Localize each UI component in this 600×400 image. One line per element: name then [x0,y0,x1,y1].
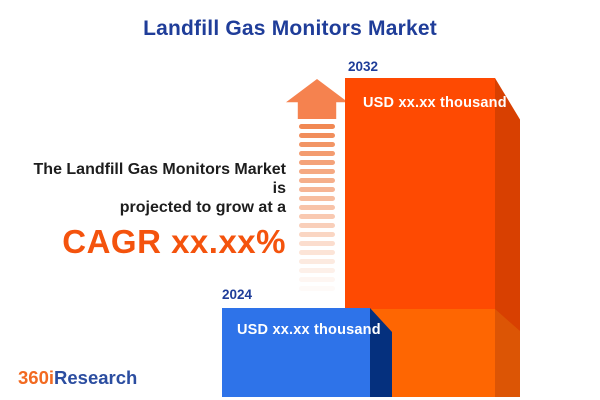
logo-part-360i: 360i [18,367,55,388]
tagline-line-1: The Landfill Gas Monitors Market is [33,161,286,197]
arrow-stripe [299,133,335,138]
arrow-stripe [299,277,335,282]
arrow-stripe [299,223,335,228]
arrow-stripe [299,205,335,210]
page-title: Landfill Gas Monitors Market [143,17,437,40]
tagline-block: The Landfill Gas Monitors Market is proj… [20,160,286,261]
arrow-stripe [299,286,335,291]
arrow-stripe [299,151,335,156]
arrow-stripe [299,142,335,147]
bar-2032-front-top [345,78,495,309]
arrow-stripe [299,268,335,273]
tagline-line-2: projected to grow at a [119,199,286,216]
logo-part-research: Research [54,367,138,388]
arrow-stripe [299,160,335,165]
arrow-stripe [299,241,335,246]
arrow-stripe [299,196,335,201]
arrow-stripe [299,250,335,255]
bar-2032-value-label: USD xx.xx thousand [363,95,507,111]
bar-2024-year-label: 2024 [222,287,253,302]
bar-2024-side [370,308,392,397]
arrow-stripes [299,124,335,295]
arrow-stripe [299,187,335,192]
arrow-stripe [299,169,335,174]
arrow-stripe [299,214,335,219]
arrow-stripe [299,178,335,183]
arrow-head-icon [286,79,348,119]
bar-2024-value-label: USD xx.xx thousand [237,322,381,338]
bar-2024-front [222,308,370,397]
growth-arrow-icon [286,79,348,291]
cagr-value: CAGR xx.xx% [62,223,286,260]
arrow-stripe [299,124,335,129]
logo: 360iResearch [18,367,137,389]
bar-2032-year-label: 2032 [348,59,379,74]
arrow-stripe [299,232,335,237]
bar-2024 [222,308,392,397]
arrow-stripe [299,259,335,264]
